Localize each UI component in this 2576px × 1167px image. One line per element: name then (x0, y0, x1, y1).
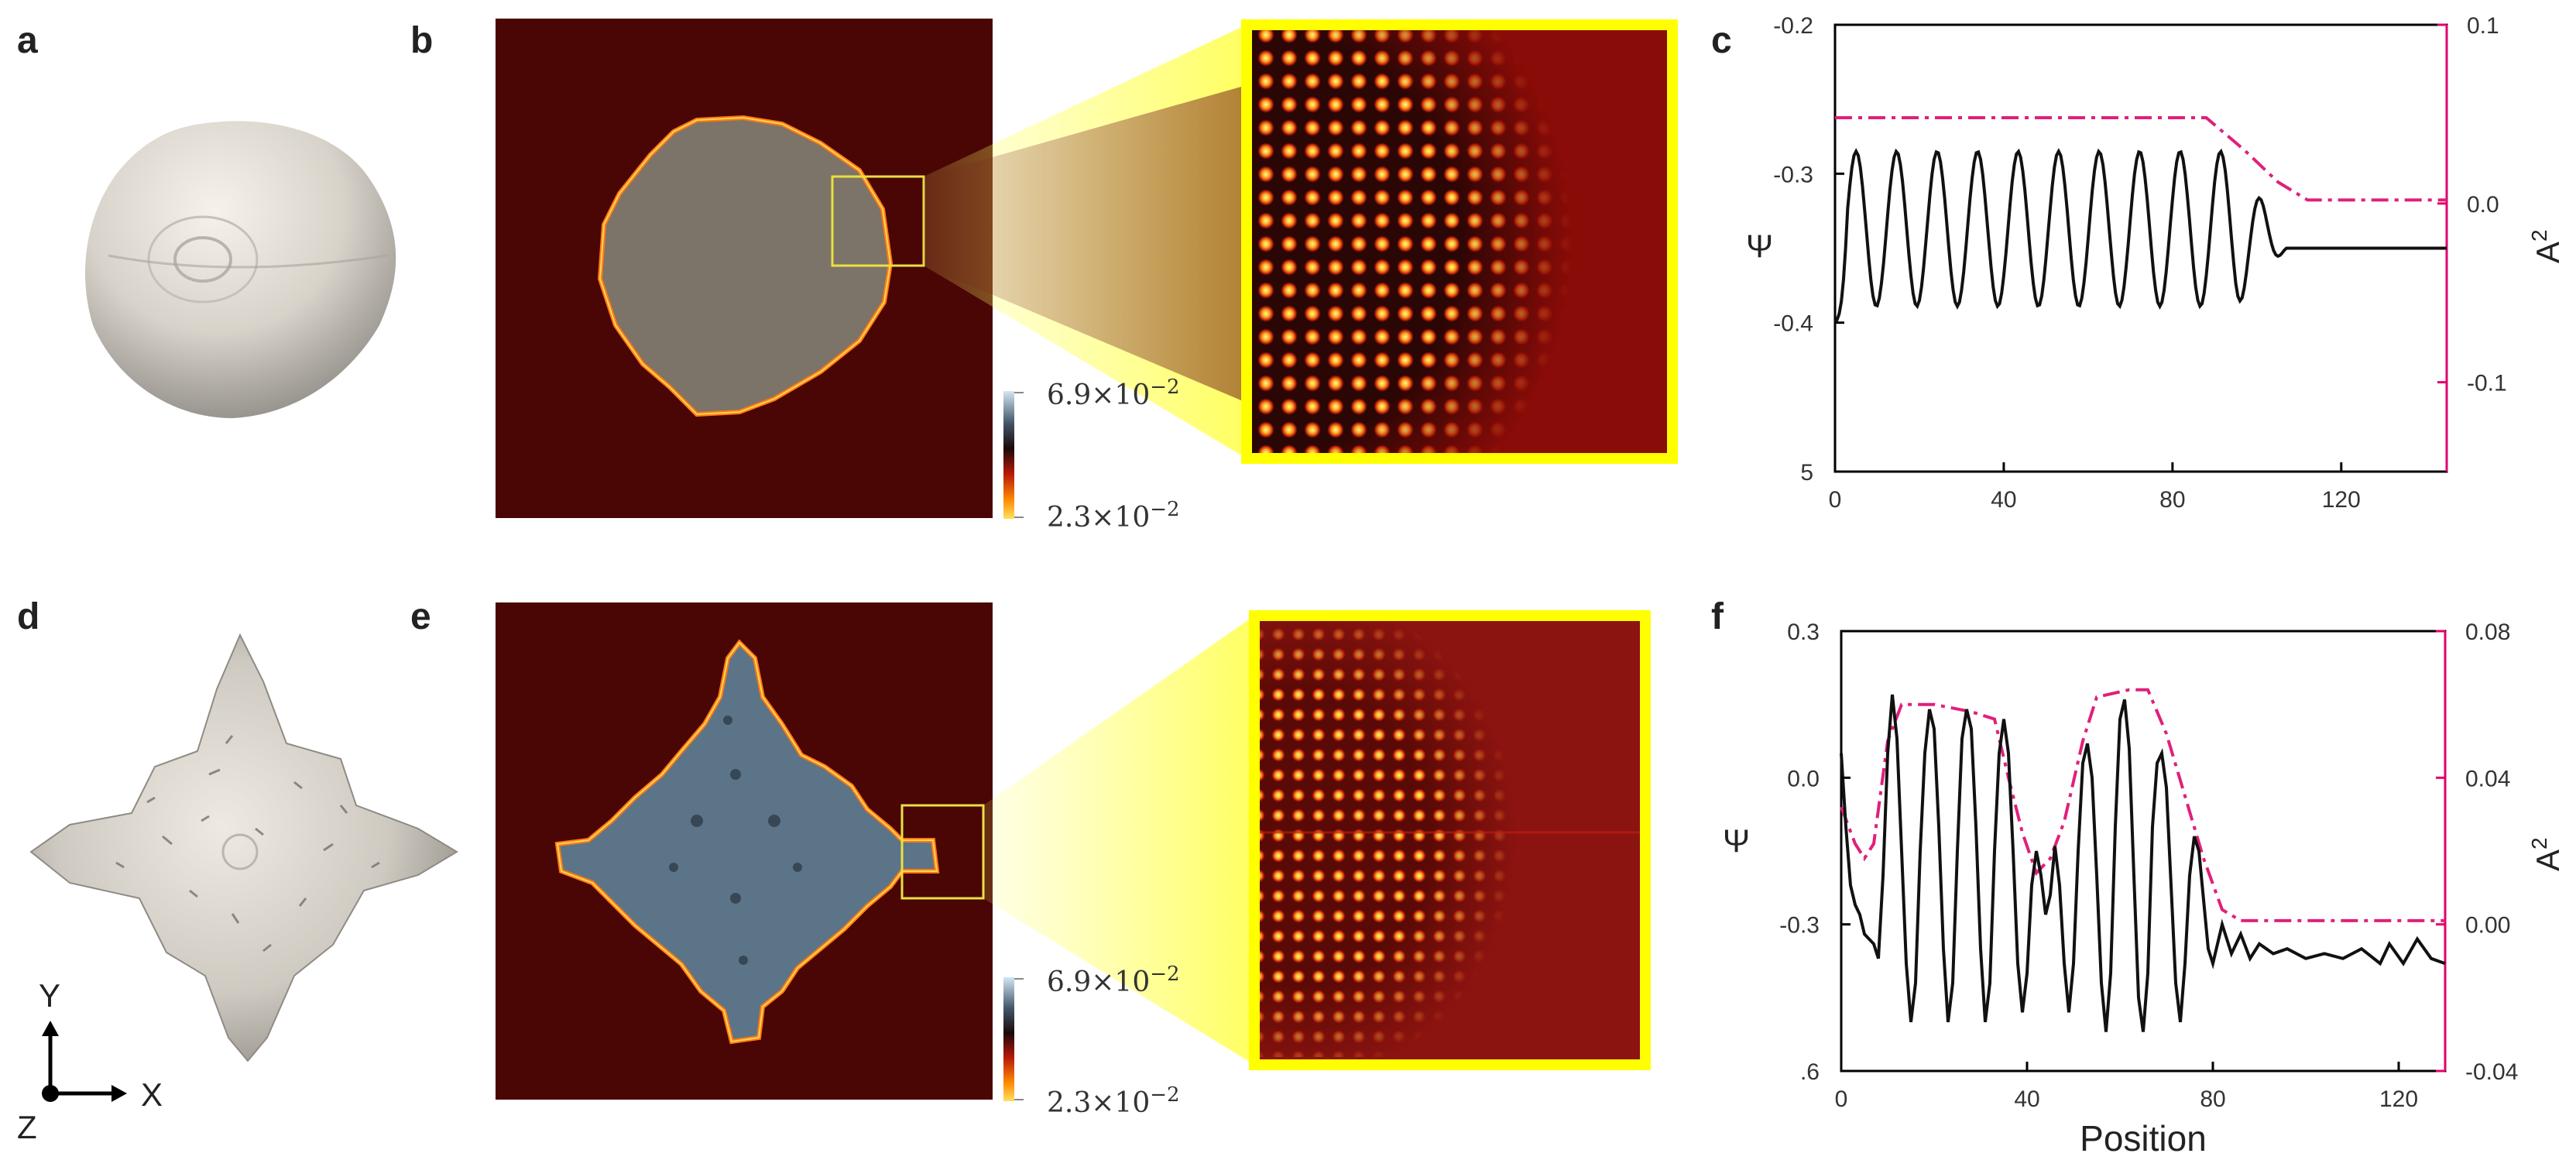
chart-f-xlabel: Position (2080, 1118, 2207, 1158)
chart-c-a2-line (1835, 116, 2447, 202)
zoom-lattice-e (1249, 610, 1651, 1070)
chart-c-yticks: -0.2 -0.3 -0.4 5 (1773, 13, 1844, 486)
zoom-lattice-b (1241, 19, 1678, 464)
x-tick-label: 120 (2322, 487, 2361, 513)
axis-z-label: Z (17, 1109, 37, 1145)
crystal-render-a (85, 121, 396, 418)
chart-f-y2ticks: 0.08 0.04 0.00 -0.04 (2436, 620, 2518, 1085)
chart-c-ylabel: Ψ (1746, 228, 1773, 264)
y2-tick-label: 0.1 (2467, 13, 2499, 39)
axis-x-label: X (141, 1076, 163, 1113)
y-tick-label: -0.3 (1773, 162, 1813, 187)
x-tick-label: 40 (2014, 1086, 2039, 1112)
y2-tick-label: 0.04 (2465, 766, 2510, 791)
x-tick-label: 0 (1835, 1086, 1848, 1112)
y-tick-label: -0.2 (1773, 13, 1813, 39)
chart-f-yticks: 0.3 0.0 -0.3 .6 (1779, 620, 1851, 1085)
y2-tick-label: 0.08 (2465, 620, 2510, 645)
panel-label-e: e (410, 596, 431, 637)
y-tick-label: 0.0 (1787, 766, 1820, 791)
chart-f: 0 40 80 120 0.30.0-0.3.6 0.080.040.00-0.04 … (1723, 620, 2566, 1158)
zoom-cone-b-shadow (924, 85, 1247, 403)
colorbar-max-e: 6.9×10−2 (1047, 963, 1180, 998)
panel-label-d: d (17, 596, 39, 637)
slice-map-b (496, 19, 993, 518)
y2-tick-label: 0.00 (2465, 913, 2510, 939)
chart-f-xticks: 0 40 80 120 (1835, 1062, 2418, 1112)
chart-c: 0 40 80 120 -0.2 -0.3 -0.4 5 0.1 0.0 -0.1 Ψ A2 (1746, 13, 2566, 513)
chart-f-a2-line (1840, 688, 2445, 922)
panel-label-f: f (1711, 596, 1724, 637)
y-tick-label: 5 (1800, 460, 1813, 486)
zoom-cone-e (983, 616, 1254, 1065)
chart-c-y2label: A2 (2527, 229, 2566, 263)
chart-c-psi-line (1833, 148, 2447, 324)
colorbar-e: 6.9×10−2 2.3×10−2 (1003, 963, 1180, 1119)
y-tick-label: 0.3 (1787, 620, 1820, 645)
x-tick-label: 80 (2159, 487, 2185, 513)
x-tick-label: 40 (1991, 487, 2016, 513)
crystal-render-d (29, 633, 458, 1062)
y-tick-label: -0.3 (1779, 913, 1820, 939)
chart-f-y2label: A2 (2527, 837, 2566, 871)
colorbar-min-e: 2.3×10−2 (1047, 1083, 1180, 1119)
colorbar-max-b: 6.9×10−2 (1047, 376, 1180, 411)
panel-label-b: b (410, 20, 433, 61)
axes-triad: Y X Z (17, 977, 163, 1145)
panel-label-a: a (17, 20, 38, 61)
chart-c-xticks: 0 40 80 120 (1829, 462, 2361, 513)
chart-c-y2ticks: 0.1 0.0 -0.1 (2437, 13, 2507, 396)
colorbar-b: 6.9×10−2 2.3×10−2 (1003, 376, 1180, 534)
axis-y-label: Y (39, 977, 60, 1014)
chart-f-ylabel: Ψ (1723, 822, 1750, 859)
chart-f-frame (1840, 630, 2447, 1073)
y2-tick-label: -0.04 (2465, 1059, 2518, 1085)
colorbar-min-b: 2.3×10−2 (1047, 498, 1180, 534)
y2-tick-label: 0.0 (2467, 192, 2499, 218)
x-tick-label: 0 (1829, 487, 1842, 513)
x-tick-label: 80 (2200, 1086, 2225, 1112)
y-tick-label: .6 (1800, 1059, 1820, 1085)
slice-map-e (496, 602, 993, 1100)
chart-f-psi-line (1840, 694, 2446, 1032)
panel-label-c: c (1711, 20, 1732, 61)
x-tick-label: 120 (2379, 1086, 2418, 1112)
y-tick-label: -0.4 (1773, 311, 1813, 337)
y2-tick-label: -0.1 (2467, 371, 2507, 396)
